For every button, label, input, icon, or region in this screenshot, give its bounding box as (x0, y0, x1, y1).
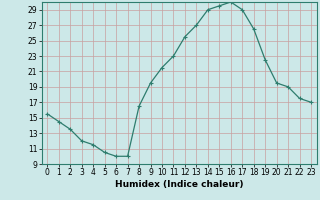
X-axis label: Humidex (Indice chaleur): Humidex (Indice chaleur) (115, 180, 244, 189)
